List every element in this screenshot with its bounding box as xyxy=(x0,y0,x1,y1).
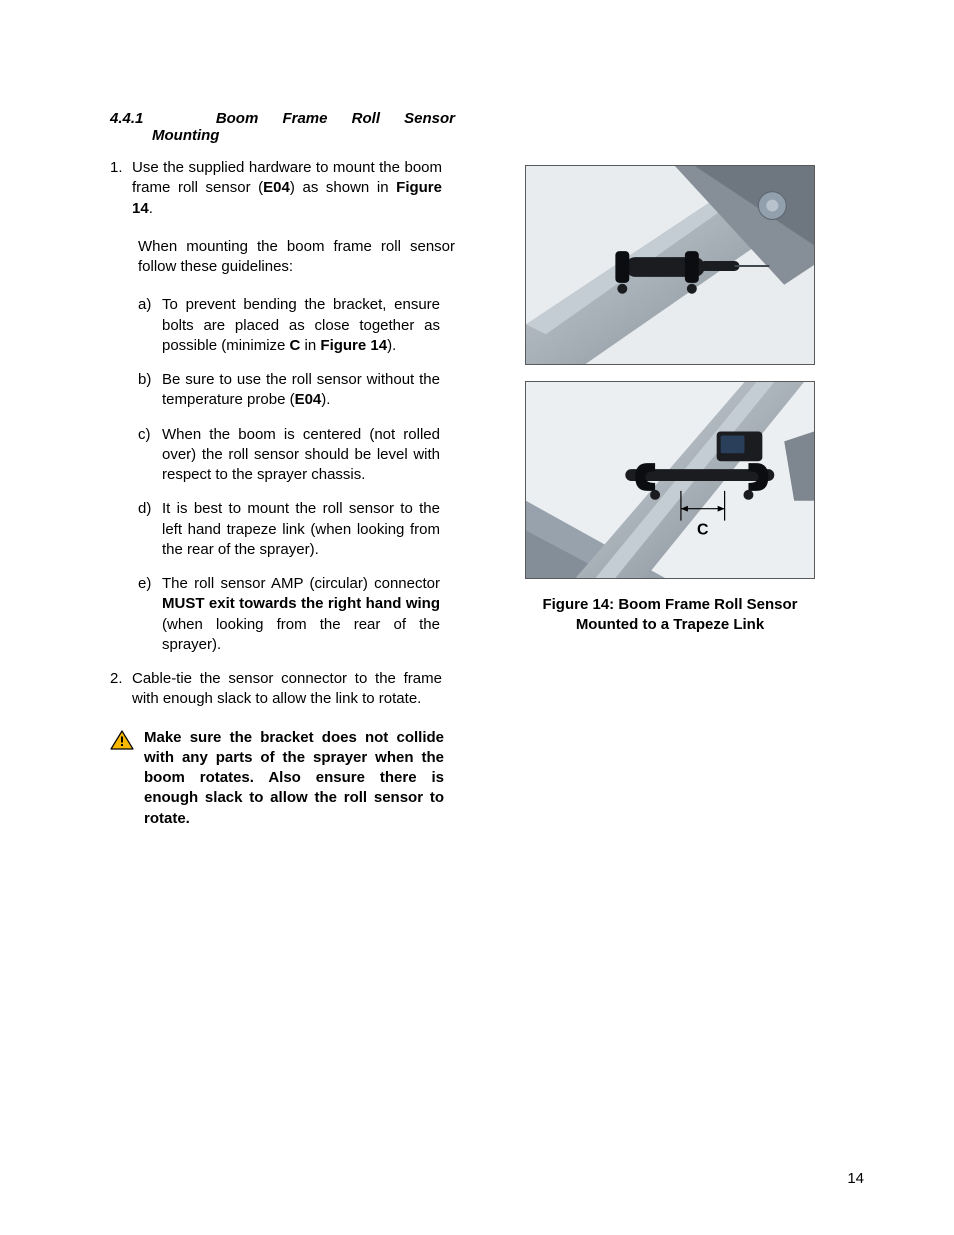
figure-caption: Figure 14: Boom Frame Roll Sensor Mounte… xyxy=(525,595,815,636)
figure-14-top xyxy=(525,165,815,365)
page-body: 4.4.1 Boom Frame Roll Sensor Mounting 1.… xyxy=(0,0,954,879)
letter-b: b) xyxy=(138,370,162,390)
step-1: 1.Use the supplied hardware to mount the… xyxy=(110,158,455,219)
warning-icon xyxy=(110,730,134,750)
caption-line2: Mounted to a Trapeze Link xyxy=(576,616,764,633)
caption-line1: Figure 14: Boom Frame Roll Sensor xyxy=(542,596,797,613)
item-d: d)It is best to mount the roll sensor to… xyxy=(138,499,455,560)
item-c: c)When the boom is centered (not rolled … xyxy=(138,425,455,486)
step-2-body: Cable-tie the sensor connector to the fr… xyxy=(132,669,442,710)
heading-w2: Frame xyxy=(282,110,327,127)
letter-e: e) xyxy=(138,574,162,594)
heading-w3: Roll xyxy=(352,110,380,127)
lettered-list: a)To prevent bending the bracket, ensure… xyxy=(138,295,455,655)
warning: Make sure the bracket does not collide w… xyxy=(110,728,455,829)
letter-d: d) xyxy=(138,499,162,519)
step-number: 1. xyxy=(110,158,132,178)
item-c-body: When the boom is centered (not rolled ov… xyxy=(162,425,440,486)
heading-number: 4.4.1 xyxy=(110,110,143,127)
page-number: 14 xyxy=(847,1170,864,1187)
dimension-c-label: C xyxy=(697,521,709,538)
step-number-2: 2. xyxy=(110,669,132,689)
heading-w1: Boom xyxy=(216,110,259,127)
item-e-body: The roll sensor AMP (circular) connector… xyxy=(162,574,440,655)
section-heading: 4.4.1 Boom Frame Roll Sensor Mounting xyxy=(110,110,455,144)
guidelines-intro: When mounting the boom frame roll sensor… xyxy=(138,237,455,278)
item-d-body: It is best to mount the roll sensor to t… xyxy=(162,499,440,560)
heading-line2: Mounting xyxy=(110,127,455,144)
figure-14-bottom: C xyxy=(525,381,815,579)
letter-a: a) xyxy=(138,295,162,315)
item-e: e)The roll sensor AMP (circular) connect… xyxy=(138,574,455,655)
step-1-body: Use the supplied hardware to mount the b… xyxy=(132,158,442,219)
item-a: a)To prevent bending the bracket, ensure… xyxy=(138,295,455,356)
heading-w4: Sensor xyxy=(404,110,455,127)
warning-text: Make sure the bracket does not collide w… xyxy=(144,728,444,829)
item-b: b)Be sure to use the roll sensor without… xyxy=(138,370,455,411)
left-column: 4.4.1 Boom Frame Roll Sensor Mounting 1.… xyxy=(110,110,455,829)
step-2: 2.Cable-tie the sensor connector to the … xyxy=(110,669,455,710)
item-b-body: Be sure to use the roll sensor without t… xyxy=(162,370,440,411)
letter-c: c) xyxy=(138,425,162,445)
item-a-body: To prevent bending the bracket, ensure b… xyxy=(162,295,440,356)
right-column: C Figure 14: Boom Frame Roll Sensor Moun… xyxy=(525,110,815,829)
